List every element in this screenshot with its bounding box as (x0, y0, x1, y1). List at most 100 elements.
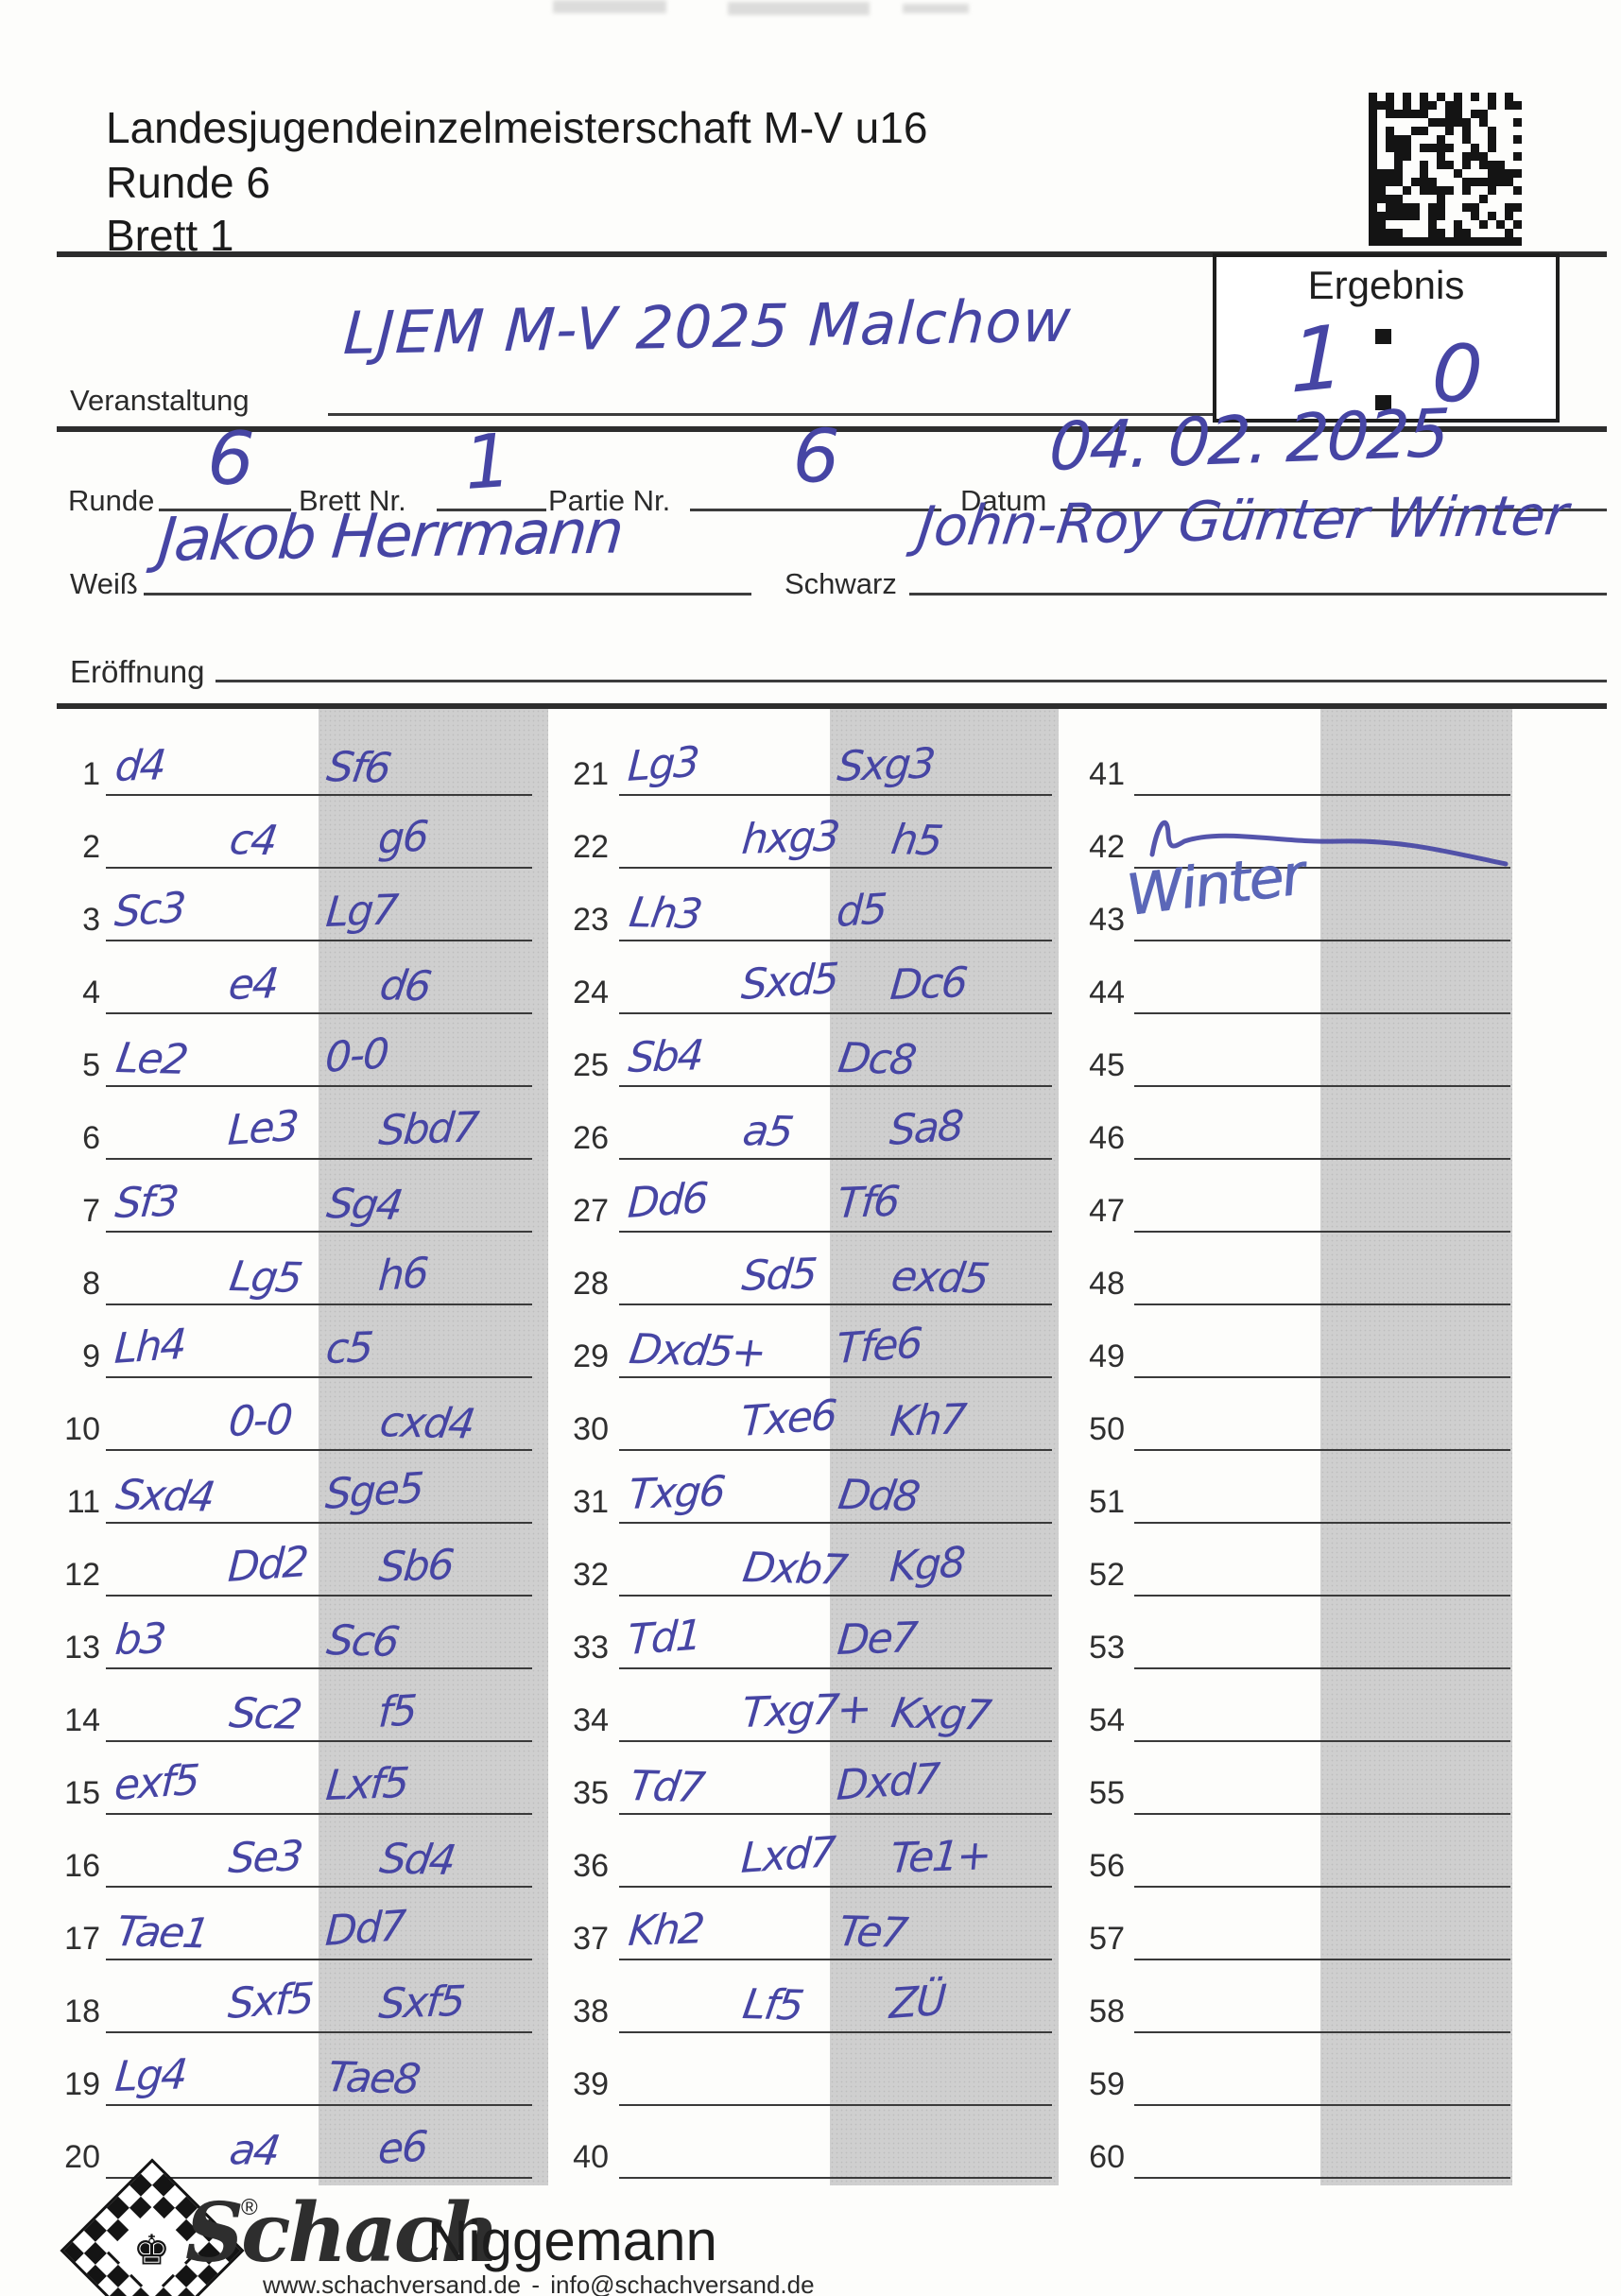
black-move: Kg8 (888, 1538, 966, 1593)
move-number: 21 (573, 756, 609, 792)
move-row-line (1134, 1449, 1510, 1451)
move-number: 1 (82, 756, 100, 792)
move-row-line (619, 1959, 1052, 1960)
black-move-band-col3 (1320, 709, 1512, 2185)
move-number: 43 (1089, 902, 1125, 938)
move-row-line (619, 1449, 1052, 1451)
white-move: Txg6 (626, 1467, 726, 1520)
black-move: Tfe6 (835, 1319, 923, 1374)
move-row-line (106, 1886, 532, 1888)
result-box: Ergebnis 1 0 (1213, 253, 1560, 423)
black-move: f5 (376, 1685, 417, 1738)
move-number: 30 (573, 1411, 609, 1447)
move-row-line (106, 1449, 532, 1451)
black-move: d5 (835, 885, 888, 938)
move-number: 17 (64, 1921, 100, 1957)
white-move: Dd6 (626, 1173, 709, 1229)
result-colon-bottom-square (1375, 395, 1391, 410)
white-move: Sc3 (112, 883, 186, 938)
move-number: 40 (573, 2139, 609, 2175)
move-row-line (1134, 2104, 1510, 2106)
black-move-band-col2 (830, 709, 1059, 2185)
move-row-line (106, 867, 532, 869)
white-move: e4 (226, 959, 280, 1010)
move-number: 22 (573, 829, 609, 865)
white-move: Td7 (626, 1762, 706, 1812)
black-move: Sxf5 (376, 1977, 466, 2029)
brett-label: Brett Nr. (299, 484, 406, 517)
move-row-line (1134, 1959, 1510, 1960)
move-number: 37 (573, 1921, 609, 1957)
move-row-line (106, 2177, 532, 2179)
event-title: Landesjugendeinzelmeisterschaft M-V u16 (106, 103, 928, 152)
move-row-line (1134, 1231, 1510, 1233)
black-move: Sd4 (376, 1835, 457, 1886)
brand-name: Niggemann (427, 2209, 717, 2272)
white-move: Sxd4 (112, 1471, 217, 1522)
move-number: 9 (82, 1338, 100, 1374)
section-rule-2 (57, 703, 1607, 709)
eroeffnung-label: Eröffnung (70, 654, 205, 689)
move-number: 39 (573, 2066, 609, 2102)
move-row-line (619, 1085, 1052, 1087)
partie-label: Partie Nr. (548, 484, 671, 517)
white-move: c4 (226, 816, 280, 866)
move-number: 59 (1089, 2066, 1125, 2102)
black-move: Tf6 (835, 1177, 901, 1229)
black-move: Sge5 (323, 1463, 424, 1520)
white-move: Tae1 (112, 1908, 212, 1959)
move-row-line (619, 794, 1052, 796)
white-move: a4 (226, 2126, 283, 2176)
move-number: 42 (1089, 829, 1125, 865)
move-number: 57 (1089, 1921, 1125, 1957)
move-number: 19 (64, 2066, 100, 2102)
move-number: 34 (573, 1702, 609, 1738)
brand-contact: www.schachversand.de - info@schachversan… (263, 2270, 815, 2296)
move-row-line (1134, 940, 1510, 941)
move-number: 3 (82, 902, 100, 938)
white-move: Le2 (112, 1034, 190, 1084)
move-row-line (619, 1231, 1052, 1233)
move-number: 54 (1089, 1702, 1125, 1738)
move-row-line (619, 1522, 1052, 1524)
move-number: 60 (1089, 2139, 1125, 2175)
move-number: 49 (1089, 1338, 1125, 1374)
scan-artifact (903, 4, 969, 13)
section-rule-1 (57, 426, 1607, 432)
move-number: 20 (64, 2139, 100, 2175)
black-move: Dxd7 (835, 1754, 940, 1811)
black-move: Te7 (835, 1908, 909, 1958)
move-number: 7 (82, 1193, 100, 1229)
white-move: Lh4 (112, 1320, 186, 1374)
white-move: Td1 (626, 1611, 702, 1666)
black-move: ZÜ (888, 1976, 946, 2029)
move-number: 31 (573, 1484, 609, 1520)
result-label: Ergebnis (1307, 263, 1465, 307)
move-number: 27 (573, 1193, 609, 1229)
black-move: Tae8 (323, 2053, 422, 2104)
white-move: Lf5 (739, 1980, 806, 2030)
eroeffnung-line (216, 680, 1607, 682)
black-move: 0-0 (323, 1029, 389, 1083)
black-move: Dd8 (835, 1471, 922, 1522)
white-move: Txg7+ (739, 1684, 872, 1738)
white-move: Sd5 (739, 1250, 819, 1302)
move-row-line (619, 1886, 1052, 1888)
black-move: Dc8 (835, 1034, 919, 1085)
brand-script: Schach (185, 2185, 500, 2281)
move-row-line (619, 1158, 1052, 1160)
registered-trademark-icon: ® (241, 2195, 258, 2220)
move-number: 58 (1089, 1994, 1125, 2029)
move-number: 5 (82, 1047, 100, 1083)
brett-line (437, 509, 546, 511)
move-row-line (1134, 2177, 1510, 2179)
black-move: Sbd7 (376, 1103, 479, 1156)
move-row-line (106, 940, 532, 941)
move-number: 56 (1089, 1848, 1125, 1884)
black-move: exd5 (888, 1252, 992, 1303)
move-row-line (619, 1012, 1052, 1014)
move-number: 33 (573, 1630, 609, 1666)
move-row-line (106, 1231, 532, 1233)
white-move: Kh2 (626, 1905, 705, 1957)
